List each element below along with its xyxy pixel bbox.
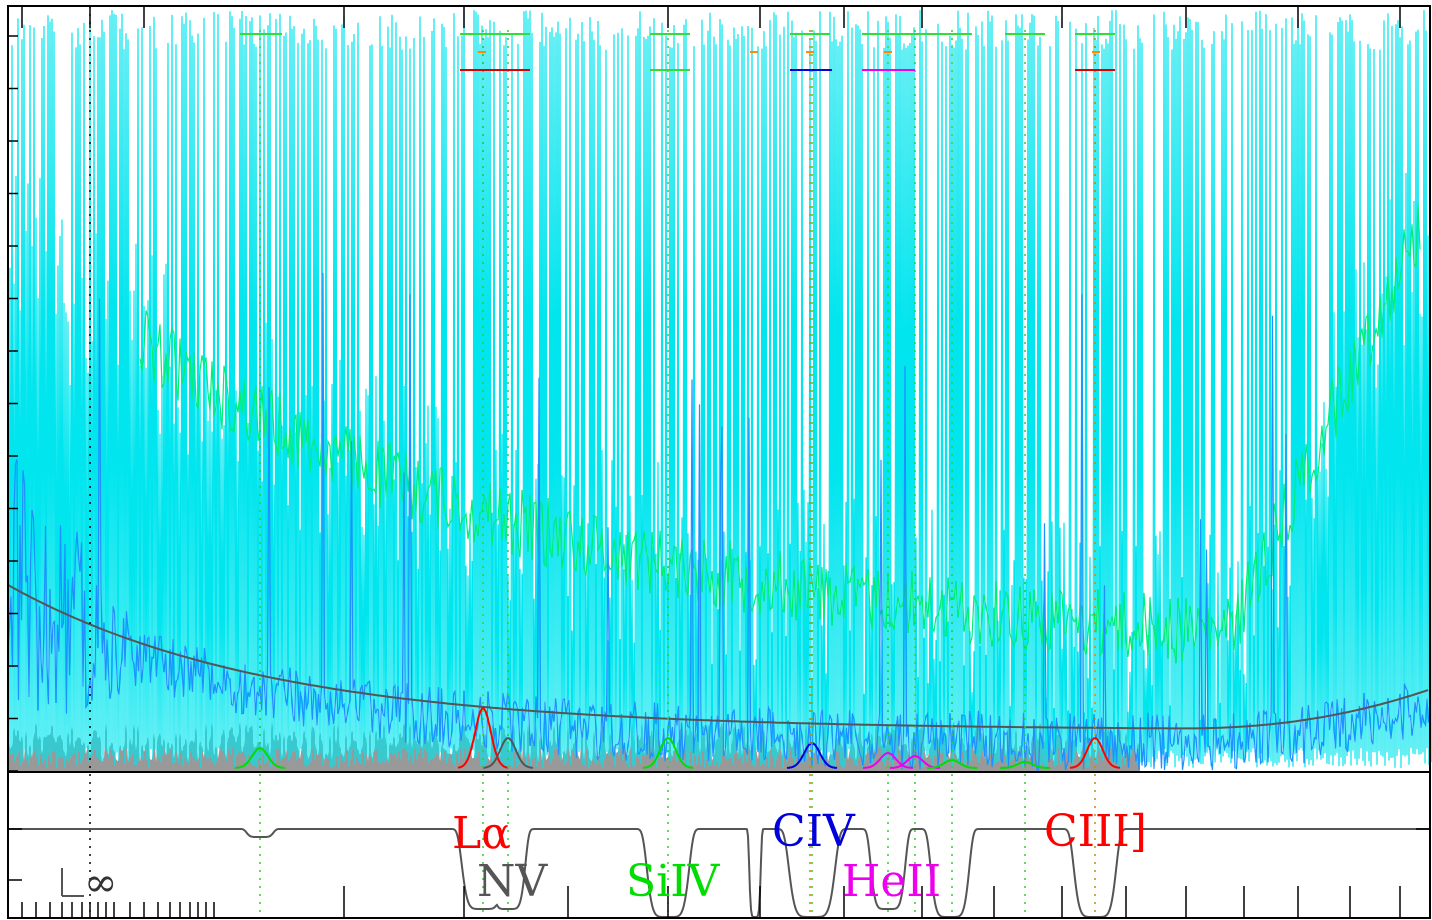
label-siiv: SiIV (626, 856, 721, 907)
transmission-profile (8, 828, 1430, 918)
line-bump-1 (457, 707, 509, 769)
label-infinity: ∞ (84, 860, 117, 906)
series-blue (7, 272, 1431, 771)
label-lyman-alpha: Lα (452, 808, 511, 859)
label-civ: CIV (772, 806, 856, 857)
line-bump-8 (999, 761, 1051, 769)
axes (7, 5, 1431, 919)
line-bump-0 (234, 747, 286, 769)
line-bump-5 (862, 752, 914, 769)
plot-lines (7, 10, 1432, 918)
lower-frame (7, 771, 1431, 919)
label-heii: HeII (842, 856, 941, 907)
line-bump-9 (1069, 737, 1121, 769)
line-bump-3 (642, 737, 694, 769)
line-labels: Lα NV SiIV CIV HeII CIII] ∞ (84, 806, 1147, 907)
line-bump-7 (926, 759, 978, 769)
line-markers (89, 6, 1115, 918)
series-cyan (7, 10, 1432, 769)
line-bump-2 (482, 737, 534, 769)
label-nv: NV (477, 856, 549, 907)
continuum-fit (7, 584, 1429, 730)
label-ciii: CIII] (1044, 806, 1147, 857)
